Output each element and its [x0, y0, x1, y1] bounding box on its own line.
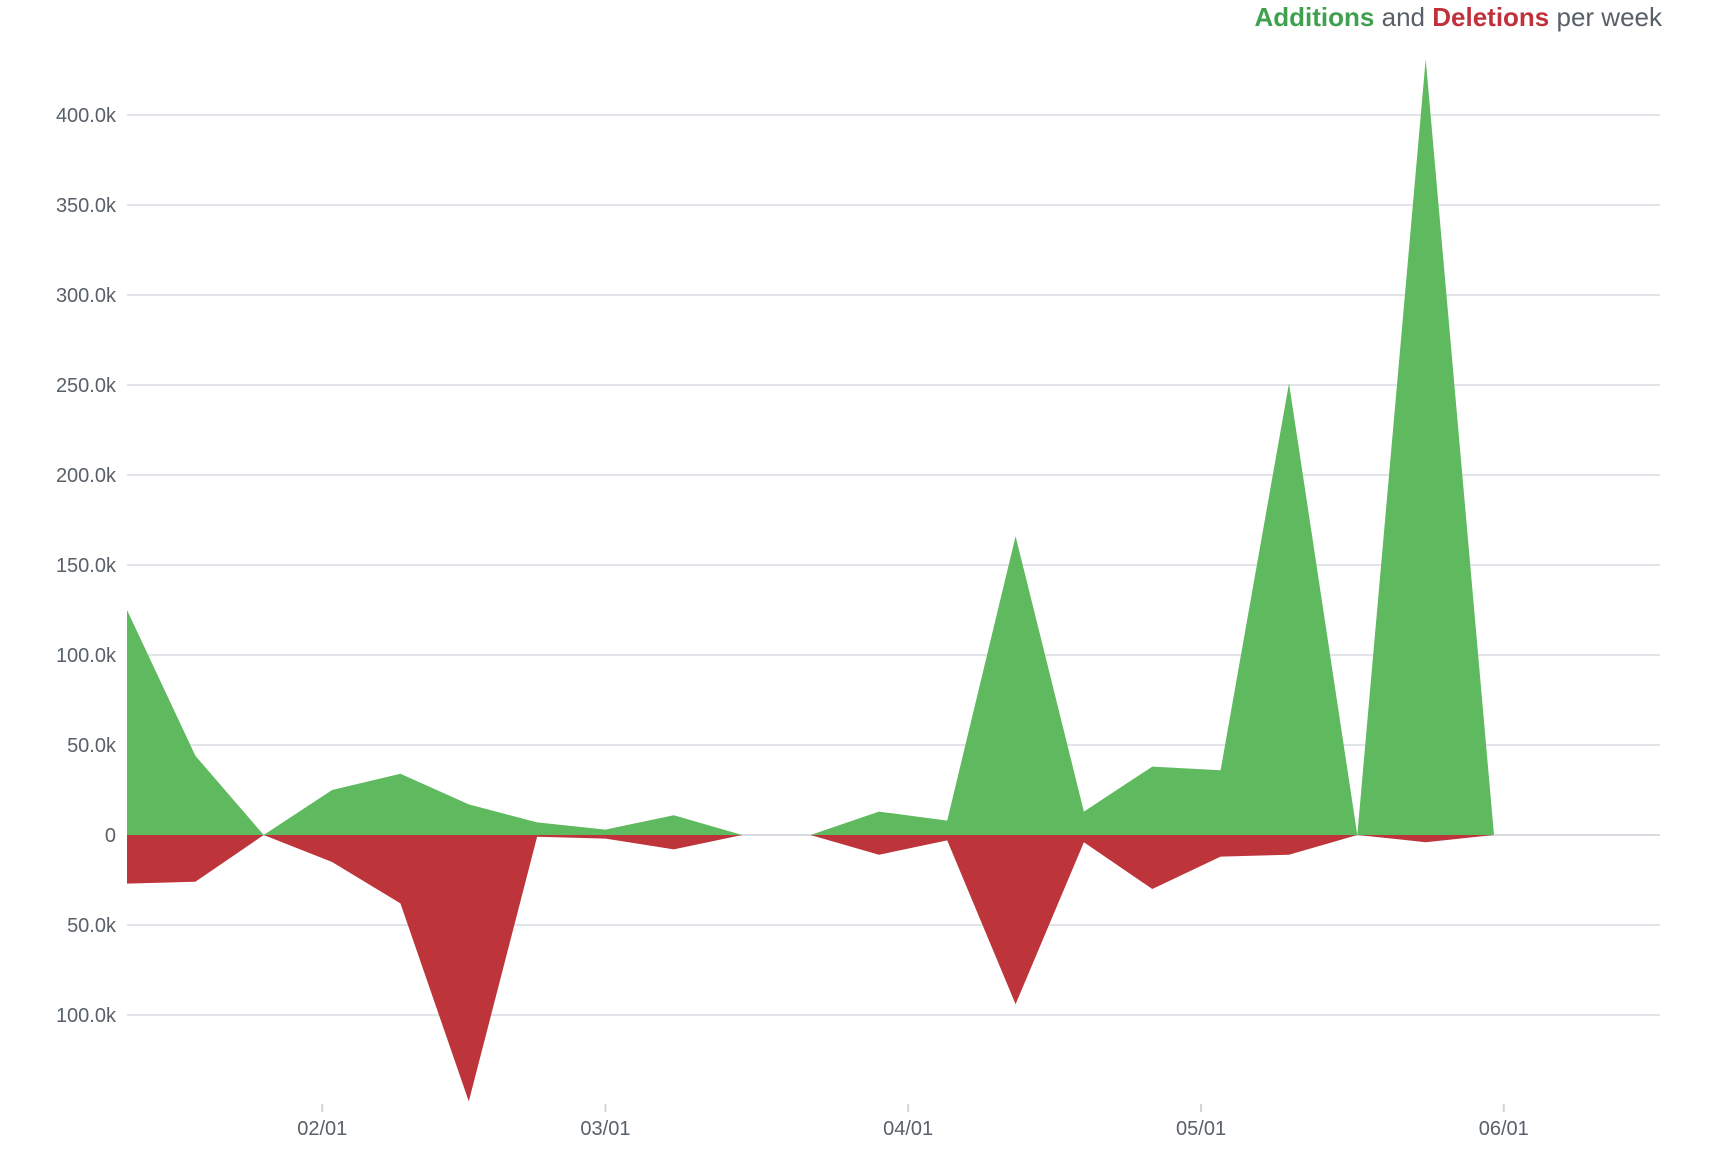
title-suffix: per week: [1556, 2, 1663, 32]
additions-area-segment: [263, 773, 743, 835]
axis-layer: 400.0k 350.0k 300.0k 250.0k 200.0k 150.0k 100.…: [56, 105, 1529, 1140]
y-tick-label: 250.0k: [56, 375, 117, 397]
title-additions: Additions: [1254, 2, 1375, 32]
deletions-area-segment: [263, 835, 743, 1102]
deletions-area-segment: [127, 835, 264, 884]
chart-title: Additions and Deletions per week: [1255, 2, 1663, 33]
y-tick-label: 50.0k: [67, 915, 117, 937]
title-and: and: [1381, 2, 1425, 32]
x-tick-label: 04/01: [883, 1118, 933, 1140]
y-tick-label: 0: [105, 825, 116, 847]
x-tick-label: 02/01: [297, 1118, 347, 1140]
y-tick-label: 400.0k: [56, 105, 117, 127]
additions-area-segment: [127, 610, 264, 835]
area-layer: [127, 59, 1494, 1102]
y-tick-label: 100.0k: [56, 1005, 117, 1027]
x-tick-label: 06/01: [1479, 1118, 1529, 1140]
y-tick-label: 350.0k: [56, 195, 117, 217]
title-deletions: Deletions: [1432, 2, 1550, 32]
deletions-area-segment: [1357, 835, 1494, 843]
additions-area-segment: [1357, 59, 1494, 835]
y-tick-label: 50.0k: [67, 735, 117, 757]
deletions-area-segment: [810, 835, 1358, 1005]
y-tick-label: 300.0k: [56, 285, 117, 307]
y-tick-label: 150.0k: [56, 555, 117, 577]
grid-layer: [127, 114, 1660, 1016]
x-tick-label: 05/01: [1176, 1118, 1226, 1140]
additions-area-segment: [810, 383, 1358, 835]
y-tick-label: 200.0k: [56, 465, 117, 487]
y-tick-label: 100.0k: [56, 645, 117, 667]
x-tick-label: 03/01: [580, 1118, 630, 1140]
